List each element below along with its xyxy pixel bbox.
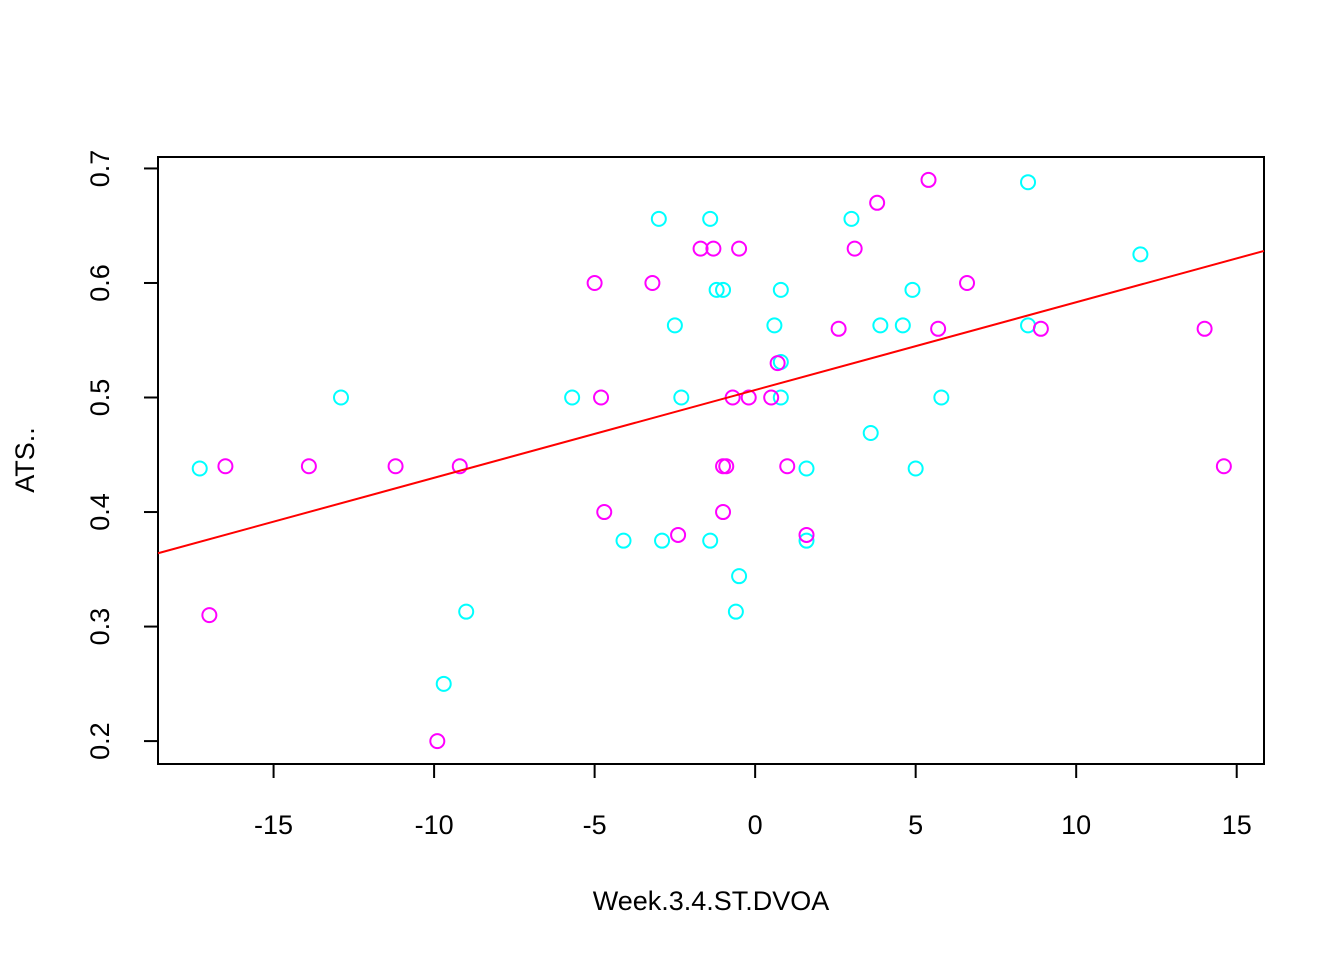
x-tick-label: 10 (1061, 810, 1091, 840)
y-axis: 0.2 0.3 0.4 0.5 0.6 0.7 (85, 150, 159, 760)
data-point-series-2 (217, 458, 234, 475)
data-point-series-2 (930, 320, 947, 337)
data-point-series-1 (564, 389, 581, 406)
data-point-series-1 (702, 210, 719, 227)
data-points (191, 171, 1232, 750)
data-point-series-1 (435, 675, 452, 692)
data-point-series-1 (702, 532, 719, 549)
data-point-series-1 (615, 532, 632, 549)
x-axis: -15 -10 -5 0 5 10 15 (254, 763, 1252, 840)
data-point-series-1 (894, 317, 911, 334)
data-point-series-2 (1196, 320, 1213, 337)
data-point-series-2 (763, 389, 780, 406)
y-tick-label: 0.6 (85, 264, 115, 302)
data-point-series-1 (191, 460, 208, 477)
data-point-series-2 (201, 607, 218, 624)
data-point-series-1 (933, 389, 950, 406)
data-point-series-1 (772, 389, 789, 406)
plot-frame (157, 156, 1265, 765)
data-point-series-2 (920, 171, 937, 188)
data-point-series-2 (1215, 458, 1232, 475)
data-point-series-1 (708, 281, 725, 298)
data-point-series-1 (798, 532, 815, 549)
x-tick-label: 5 (908, 810, 923, 840)
y-tick-label: 0.4 (85, 493, 115, 531)
x-tick-label: -5 (583, 810, 607, 840)
data-point-series-1 (731, 568, 748, 585)
x-tick-label: 0 (748, 810, 763, 840)
data-point-series-1 (666, 317, 683, 334)
data-point-series-1 (1020, 317, 1037, 334)
data-point-series-2 (596, 504, 613, 521)
data-point-series-1 (872, 317, 889, 334)
y-tick-label: 0.3 (85, 608, 115, 646)
x-tick-label: -15 (254, 810, 293, 840)
data-point-series-1 (766, 317, 783, 334)
data-point-series-1 (904, 281, 921, 298)
y-tick-label: 0.5 (85, 379, 115, 417)
data-point-series-1 (715, 281, 732, 298)
data-point-series-2 (705, 240, 722, 257)
y-axis-label: ATS.. (10, 427, 40, 493)
data-point-series-2 (593, 389, 610, 406)
data-point-series-2 (740, 389, 757, 406)
data-point-series-1 (907, 460, 924, 477)
data-point-series-1 (654, 532, 671, 549)
data-point-series-2 (586, 274, 603, 291)
data-point-series-1 (650, 210, 667, 227)
data-point-series-2 (830, 320, 847, 337)
x-tick-label: 15 (1222, 810, 1252, 840)
data-point-series-1 (843, 210, 860, 227)
data-point-series-2 (798, 526, 815, 543)
data-point-series-1 (862, 425, 879, 442)
data-point-series-2 (670, 526, 687, 543)
data-point-series-2 (718, 458, 735, 475)
data-point-series-2 (959, 274, 976, 291)
data-point-series-1 (332, 389, 349, 406)
data-point-series-2 (715, 458, 732, 475)
x-axis-label: Week.3.4.ST.DVOA (593, 886, 830, 916)
data-point-series-2 (451, 458, 468, 475)
data-point-series-2 (731, 240, 748, 257)
y-tick-label: 0.7 (85, 150, 115, 188)
data-point-series-2 (300, 458, 317, 475)
y-tick-label: 0.2 (85, 722, 115, 760)
data-point-series-2 (692, 240, 709, 257)
data-point-series-1 (1020, 174, 1037, 191)
data-point-series-2 (779, 458, 796, 475)
data-point-series-1 (798, 460, 815, 477)
data-point-series-2 (387, 458, 404, 475)
data-point-series-1 (772, 281, 789, 298)
data-point-series-2 (769, 355, 786, 372)
data-point-series-2 (715, 504, 732, 521)
data-point-series-1 (1132, 246, 1149, 263)
x-tick-label: -10 (415, 810, 454, 840)
data-point-series-1 (458, 603, 475, 620)
data-point-series-2 (1032, 320, 1049, 337)
data-point-series-1 (727, 603, 744, 620)
data-point-series-2 (644, 274, 661, 291)
data-point-series-2 (869, 194, 886, 211)
data-point-series-1 (673, 389, 690, 406)
data-point-series-2 (846, 240, 863, 257)
data-point-series-2 (429, 733, 446, 750)
regression-line (157, 249, 1265, 555)
